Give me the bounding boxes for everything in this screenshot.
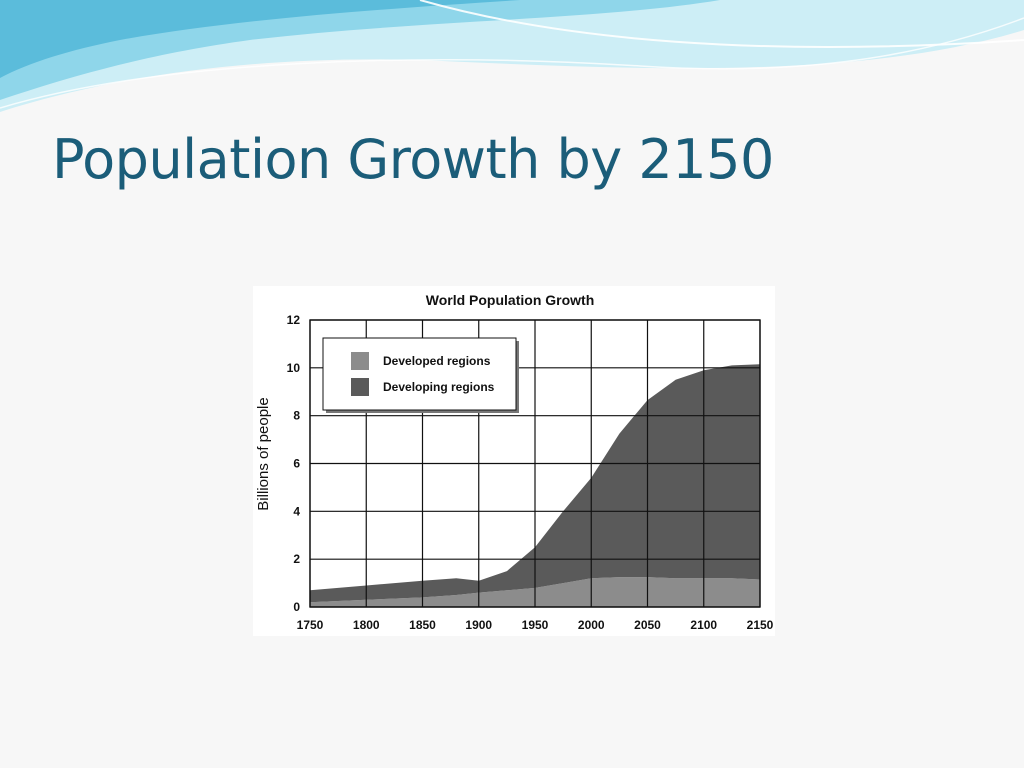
- population-chart: World Population Growth Billions of peop…: [255, 292, 774, 632]
- legend: Developed regions Developing regions: [322, 337, 519, 413]
- y-tick-label: 2: [293, 552, 300, 566]
- header-wave-decoration: [0, 0, 1024, 112]
- legend-label-developed-regions: Developed regions: [383, 354, 491, 368]
- x-tick-label: 2050: [634, 618, 661, 632]
- y-tick-label: 4: [293, 504, 300, 518]
- y-tick-label: 12: [287, 313, 301, 327]
- x-tick-label: 1950: [522, 618, 549, 632]
- slide-title: Population Growth by 2150: [52, 128, 774, 191]
- x-tick-label: 2150: [747, 618, 774, 632]
- x-tick-label: 1850: [409, 618, 436, 632]
- y-tick-label: 0: [293, 600, 300, 614]
- x-tick-label: 2100: [690, 618, 717, 632]
- x-tick-label: 2000: [578, 618, 605, 632]
- wave-band-dark: [0, 0, 520, 78]
- legend-label-developing-regions: Developing regions: [383, 380, 495, 394]
- legend-swatch-developing-regions: [351, 378, 369, 396]
- x-tick-label: 1800: [353, 618, 380, 632]
- chart-container: World Population Growth Billions of peop…: [253, 286, 775, 636]
- plot-frame: [309, 319, 761, 608]
- x-tick-label: 1750: [297, 618, 324, 632]
- grid-layer: [309, 319, 761, 608]
- y-axis-label: Billions of people: [255, 397, 272, 510]
- legend-swatch-developed-regions: [351, 352, 369, 370]
- y-tick-label: 10: [287, 361, 301, 375]
- chart-title: World Population Growth: [426, 292, 595, 308]
- wave-line-accent: [419, 0, 1024, 48]
- y-tick-label: 6: [293, 457, 300, 471]
- tick-layer: 1750 1800 1850 1900 1950 2000 2050 2100 2150 0 2 4 6…: [287, 313, 774, 632]
- x-tick-label: 1900: [465, 618, 492, 632]
- y-tick-label: 8: [293, 409, 300, 423]
- legend-box: [322, 337, 517, 411]
- wave-line: [0, 17, 1024, 109]
